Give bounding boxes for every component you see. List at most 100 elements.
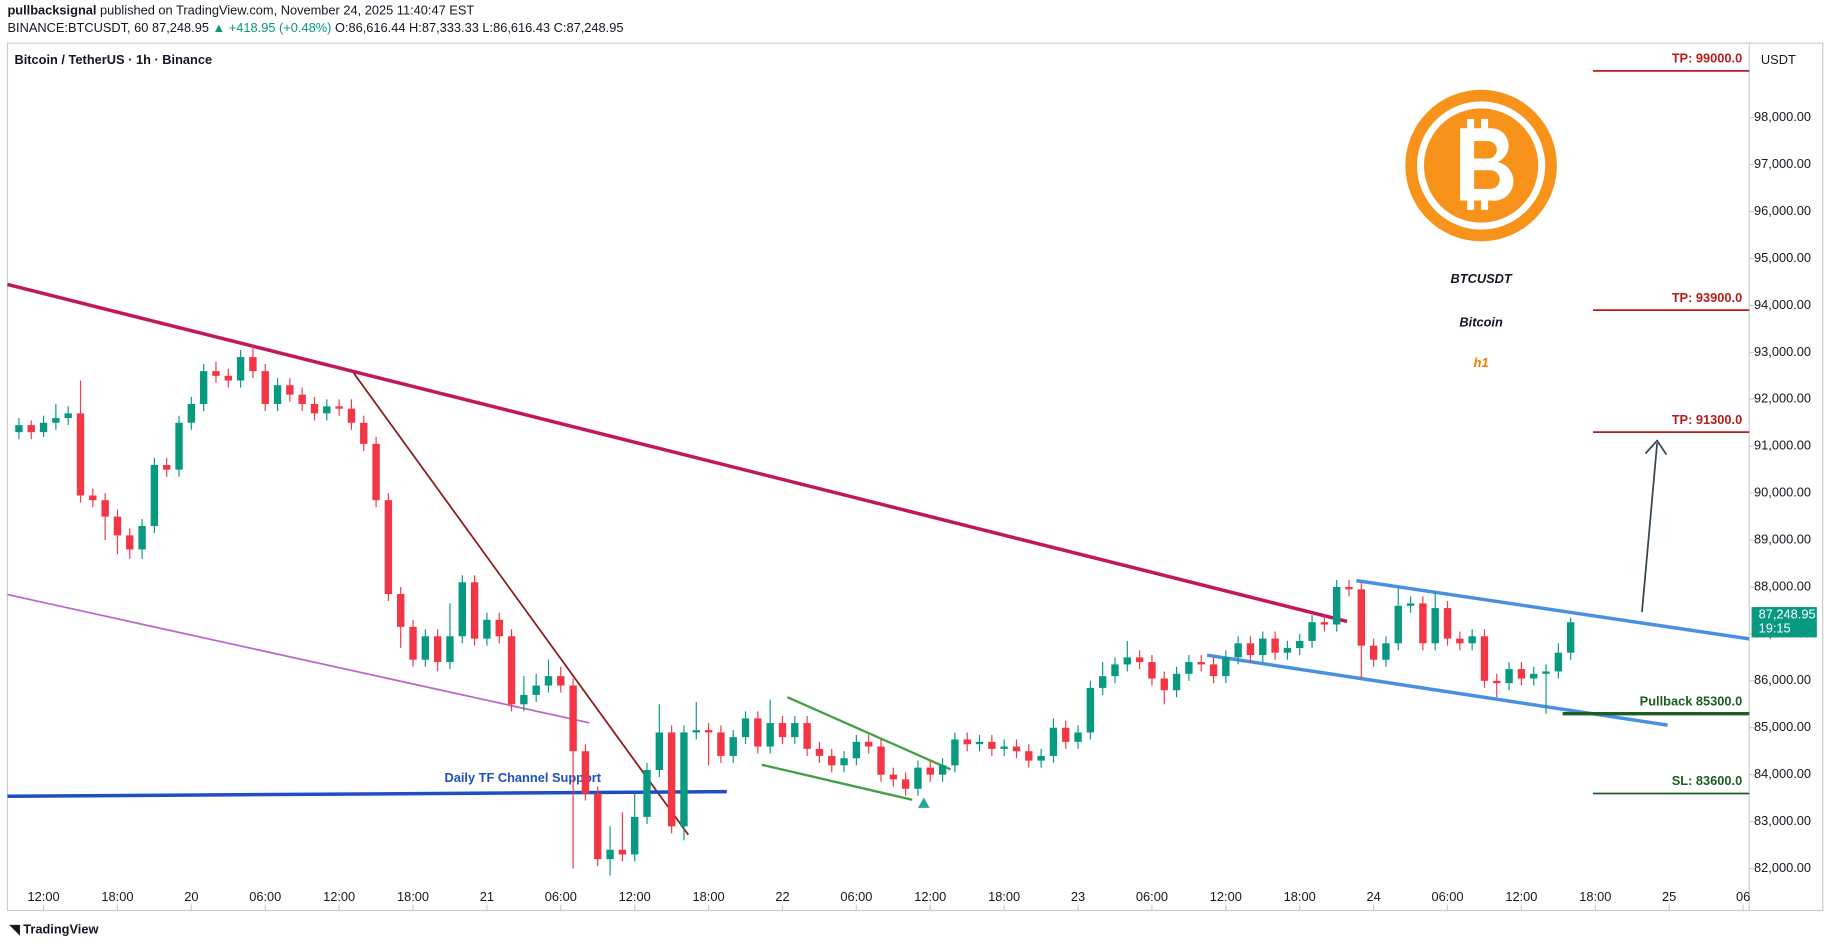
x-tick-label: 06:00 [1431,889,1463,904]
candle-body [828,755,836,766]
trendline [353,372,690,836]
x-tick-label: 25 [1662,889,1676,904]
candle-body [1172,673,1181,691]
candle-body [741,718,750,738]
y-tick-label: 90,000.00 [1754,485,1811,500]
last-price-box [1751,607,1817,638]
candle-body [458,582,466,637]
candle-body [852,741,861,759]
x-tick-label: 12:00 [1210,889,1242,904]
candle-body [1468,636,1476,644]
x-tick-label: 12:00 [28,889,60,904]
candle-body [889,774,898,780]
support-line [7,789,727,799]
level-label: TP: 91300.0 [1672,412,1743,427]
candle-body [1012,746,1021,752]
candle-body [544,676,553,686]
candle-body [126,535,134,550]
candle-body [988,741,996,749]
candle-body [1431,608,1439,644]
x-tick-label: 24 [1366,889,1380,904]
y-tick-label: 98,000.00 [1754,109,1811,124]
candle-body [1332,586,1341,625]
candle-body [1493,680,1501,684]
candle-body [27,425,35,433]
candle-body [175,422,183,470]
candle-body [667,732,676,827]
candles [15,345,1575,876]
brand-name: TradingView [23,922,98,937]
candle-body [914,767,922,789]
x-tick-label: 06 [1736,889,1750,904]
publisher: pullbacksignal [7,3,96,18]
candle-body [643,769,651,817]
candle-body [1037,755,1045,761]
candle-body [791,723,799,738]
candle-body [397,594,405,627]
candle-body [150,464,159,526]
candle-body [1000,746,1008,749]
candle-body [1135,657,1144,663]
candle-body [286,385,294,395]
candle-body [815,748,824,756]
candle-body [39,422,48,433]
candle-body [409,626,417,660]
symbol: BINANCE:BTCUSDT, 60 [7,21,148,36]
logo-b [1460,128,1514,201]
candle-body [901,779,910,789]
bitcoin-logo [1405,89,1557,242]
published: published on TradingView.com, November 2… [100,3,474,18]
candle-body [76,413,85,496]
x-tick-label: 12:00 [619,889,651,904]
candle-body [569,685,577,752]
candle-body [113,516,122,536]
candle-body [1111,664,1119,677]
candle-body [1517,669,1526,679]
candle-body [1530,673,1538,679]
candle-body [1123,657,1132,665]
x-tick-label: 06:00 [545,889,577,904]
x-tick-label: 22 [775,889,789,904]
candle-body [655,732,664,770]
ohlc-low: L:86,616.43 [482,21,550,36]
candle-body [778,723,787,738]
logo-b [1467,198,1475,210]
y-tick-label: 92,000.00 [1754,391,1811,406]
candle-body [864,741,873,747]
candle-body [1086,687,1095,733]
candle-body [310,403,319,414]
candle-body [1025,751,1033,761]
candle-body [803,723,811,749]
candle-body [840,758,848,766]
level-label: SL: 83600.0 [1672,773,1743,788]
candle-body [335,406,343,409]
ohlc-open: O:86,616.44 [335,21,406,36]
axis-unit: USDT [1761,52,1796,67]
logo-b [1481,198,1489,210]
candle-body [1554,652,1563,672]
change: ▲ +418.95 (+0.48%) [213,21,332,36]
y-tick-label: 84,000.00 [1754,766,1811,781]
candle-body [1062,727,1070,742]
candle-body [1443,608,1452,639]
level-label: TP: 99000.0 [1672,51,1743,66]
candle-body [433,636,442,663]
y-tick-label: 93,000.00 [1754,344,1811,359]
candle-body [557,676,565,686]
candle-body [372,443,380,501]
candle-body [236,357,245,381]
candle-body [101,500,109,517]
candle-body [1148,662,1156,679]
candle-body [520,694,528,705]
candle-body [1197,662,1205,665]
candle-body [507,636,516,705]
y-tick-label: 96,000.00 [1754,203,1811,218]
logo-b [1467,118,1475,131]
candle-body [1246,643,1255,656]
candle-body [421,636,430,660]
candle-body [1320,622,1329,625]
candle-body [470,582,479,639]
candle-body [1419,603,1427,644]
ohlc-high: H:87,333.33 [409,21,479,36]
